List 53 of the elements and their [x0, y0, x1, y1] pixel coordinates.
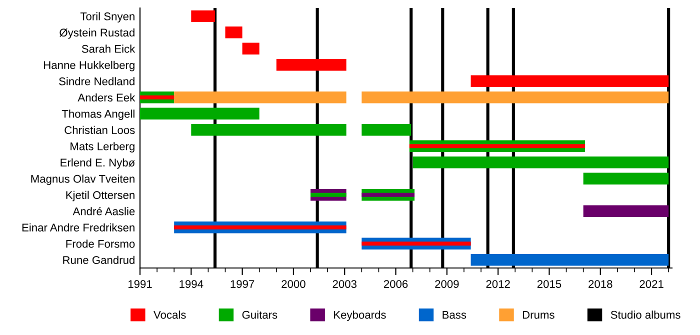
y-tick-label: Hanne Hukkelberg	[44, 60, 134, 72]
legend-label: Vocals	[154, 310, 186, 319]
y-tick-label: Øystein Rustad	[60, 28, 134, 39]
y-tick-label: Kjetil Ottersen	[66, 190, 134, 202]
legend-label: Keyboards	[334, 310, 386, 321]
x-tick-label: 2006	[384, 280, 408, 288]
bar	[362, 192, 415, 197]
y-tick-label: Toril Snyen	[80, 12, 134, 22]
bar	[140, 95, 174, 100]
legend-label: Studio albums	[610, 310, 680, 319]
x-tick-label: 2003	[332, 280, 356, 288]
y-tick-label: Sarah Eick	[82, 44, 136, 53]
x-tick-label: 2000	[282, 280, 306, 288]
y-tick-label: Einar Andre Fredriksen	[22, 223, 134, 232]
bar	[191, 10, 216, 22]
x-tick-label: 1991	[128, 280, 152, 288]
bar	[174, 225, 346, 230]
y-tick-label: Magnus Olav Tveiten	[31, 174, 134, 185]
bar	[362, 242, 471, 246]
bar	[470, 254, 669, 266]
legend-label: Guitars	[242, 310, 278, 319]
bar	[362, 92, 669, 104]
bar	[225, 26, 242, 38]
bar	[583, 205, 669, 217]
bar	[242, 42, 260, 55]
y-tick-label: Christian Loos	[64, 126, 135, 134]
x-tick-label: 1997	[230, 280, 254, 288]
bar	[470, 75, 669, 88]
y-tick-label: Erlend E. Nybø	[60, 158, 135, 169]
bar	[140, 108, 260, 120]
y-tick-label: André Aaslie	[72, 206, 135, 216]
bar	[412, 156, 669, 168]
y-tick-label: Anders Eek	[78, 93, 136, 102]
bar	[362, 124, 412, 136]
x-tick-label: 2018	[588, 280, 612, 288]
bar	[310, 192, 346, 197]
x-tick-label: 1994	[180, 280, 204, 288]
legend-label: Drums	[522, 310, 554, 319]
bar	[583, 172, 669, 184]
y-tick-label: Mats Lerberg	[70, 142, 134, 152]
y-tick-label: Frode Forsmo	[66, 240, 135, 248]
y-tick-label: Rune Gandrud	[63, 256, 134, 264]
bar	[174, 92, 346, 104]
legend-label: Bass	[442, 310, 466, 319]
y-tick-label: Sindre Nedland	[59, 77, 134, 86]
bar	[191, 124, 346, 136]
y-tick-label: Thomas Angell	[62, 110, 134, 120]
x-tick-label: 2021	[640, 280, 664, 288]
bar	[409, 144, 586, 148]
bar	[276, 59, 346, 71]
x-tick-label: 2012	[486, 280, 510, 288]
x-tick-label: 2015	[537, 280, 562, 288]
x-tick-label: 2009	[435, 280, 459, 288]
